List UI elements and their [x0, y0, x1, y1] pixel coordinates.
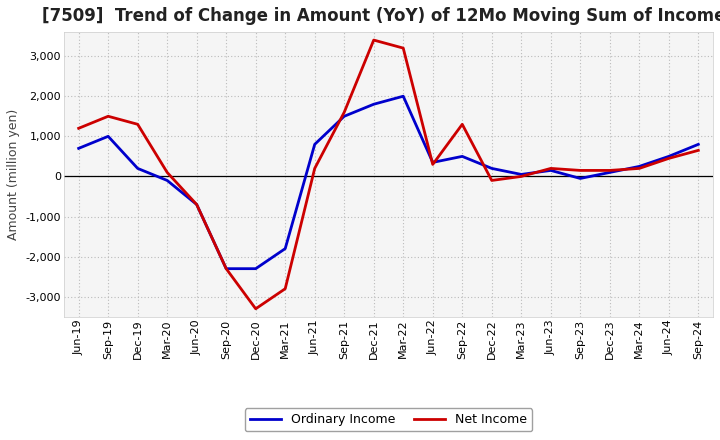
Net Income: [546, 166, 555, 171]
Net Income: [399, 45, 408, 51]
Net Income: [251, 306, 260, 312]
Ordinary Income: [576, 176, 585, 181]
Net Income: [222, 266, 230, 271]
Y-axis label: Amount (million yen): Amount (million yen): [7, 109, 20, 240]
Net Income: [281, 286, 289, 291]
Ordinary Income: [251, 266, 260, 271]
Ordinary Income: [694, 142, 703, 147]
Net Income: [576, 168, 585, 173]
Net Income: [694, 148, 703, 153]
Ordinary Income: [222, 266, 230, 271]
Line: Ordinary Income: Ordinary Income: [78, 96, 698, 269]
Net Income: [487, 178, 496, 183]
Line: Net Income: Net Income: [78, 40, 698, 309]
Ordinary Income: [458, 154, 467, 159]
Net Income: [310, 166, 319, 171]
Ordinary Income: [635, 164, 644, 169]
Ordinary Income: [192, 202, 201, 207]
Net Income: [428, 162, 437, 167]
Net Income: [458, 121, 467, 127]
Legend: Ordinary Income, Net Income: Ordinary Income, Net Income: [245, 408, 532, 432]
Net Income: [517, 174, 526, 179]
Ordinary Income: [74, 146, 83, 151]
Ordinary Income: [428, 160, 437, 165]
Net Income: [635, 166, 644, 171]
Ordinary Income: [104, 134, 112, 139]
Ordinary Income: [163, 178, 171, 183]
Ordinary Income: [487, 166, 496, 171]
Net Income: [606, 168, 614, 173]
Net Income: [163, 170, 171, 175]
Ordinary Income: [310, 142, 319, 147]
Net Income: [104, 114, 112, 119]
Ordinary Income: [399, 94, 408, 99]
Ordinary Income: [369, 102, 378, 107]
Ordinary Income: [281, 246, 289, 251]
Title: [7509]  Trend of Change in Amount (YoY) of 12Mo Moving Sum of Incomes: [7509] Trend of Change in Amount (YoY) o…: [42, 7, 720, 25]
Ordinary Income: [606, 170, 614, 175]
Net Income: [369, 37, 378, 43]
Net Income: [192, 202, 201, 207]
Ordinary Income: [517, 172, 526, 177]
Net Income: [340, 110, 348, 115]
Ordinary Income: [665, 154, 673, 159]
Net Income: [74, 126, 83, 131]
Ordinary Income: [340, 114, 348, 119]
Net Income: [665, 156, 673, 161]
Net Income: [133, 121, 142, 127]
Ordinary Income: [546, 168, 555, 173]
Ordinary Income: [133, 166, 142, 171]
